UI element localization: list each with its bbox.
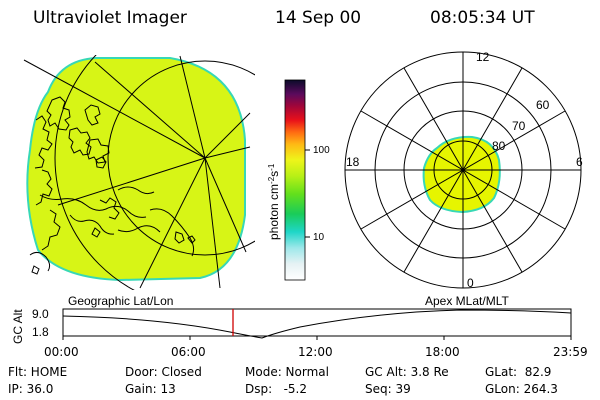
timeline-ymax: 9.0	[32, 307, 49, 321]
mlat-70-label: 70	[512, 119, 526, 133]
colorbar: 100 10 photon cm-2s-1	[267, 79, 330, 281]
timeline-axis-label: GC Alt	[11, 309, 25, 344]
date-label: 14 Sep 00	[275, 8, 362, 28]
status-door: Door: Closed	[125, 365, 202, 379]
geographic-image-panel: Geographic Lat/Lon	[23, 55, 255, 308]
status-mode: Mode: Normal	[245, 365, 329, 379]
uv-image-fill	[26, 57, 246, 282]
geo-panel-label: Geographic Lat/Lon	[68, 294, 173, 308]
colorbar-tick-10: 10	[313, 232, 325, 243]
status-ip: IP: 36.0	[8, 382, 54, 396]
mlat-80-label: 80	[492, 139, 506, 153]
timeline-ymin: 1.8	[32, 325, 49, 339]
colorbar-tick-100: 100	[313, 145, 330, 156]
colorbar-unit-label: photon cm-2s-1	[267, 163, 281, 240]
tick-label: 23:59	[553, 345, 588, 359]
colorbar-gradient	[284, 79, 306, 281]
status-flt: Flt: HOME	[8, 365, 68, 379]
tick-label: 12:00	[298, 345, 333, 359]
altitude-curve	[62, 309, 572, 339]
mlt-12-label: 12	[476, 50, 490, 64]
mlt-0-label: 0	[467, 276, 474, 290]
time-label: 08:05:34 UT	[430, 8, 535, 28]
coastlines	[29, 96, 196, 275]
tick-label: 06:00	[171, 345, 206, 359]
polar-plot-panel	[344, 51, 582, 289]
tick-label: 18:00	[425, 345, 460, 359]
tick-label: 00:00	[44, 345, 79, 359]
status-gc-alt: GC Alt: 3.8 Re	[365, 365, 449, 379]
polar-panel-label: Apex MLat/MLT	[425, 294, 509, 308]
mlt-18-label: 18	[346, 155, 360, 169]
mlt-6-label: 6	[576, 155, 583, 169]
status-seq: Seq: 39	[365, 382, 411, 396]
status-glat: GLat: 82.9	[485, 365, 552, 379]
status-glon: GLon: 264.3	[485, 382, 558, 396]
status-dsp: Dsp: -5.2	[245, 382, 308, 396]
mlat-60-label: 60	[536, 98, 550, 112]
status-gain: Gain: 13	[125, 382, 176, 396]
polar-labels: 12 0 18 6 60 70 80 Apex MLat/MLT	[346, 50, 583, 308]
geo-grid-lines	[23, 55, 255, 290]
altitude-timeline: GC Alt 9.0 1.8	[11, 307, 572, 344]
app-title: Ultraviolet Imager	[33, 8, 187, 28]
auroral-oval	[422, 135, 501, 214]
